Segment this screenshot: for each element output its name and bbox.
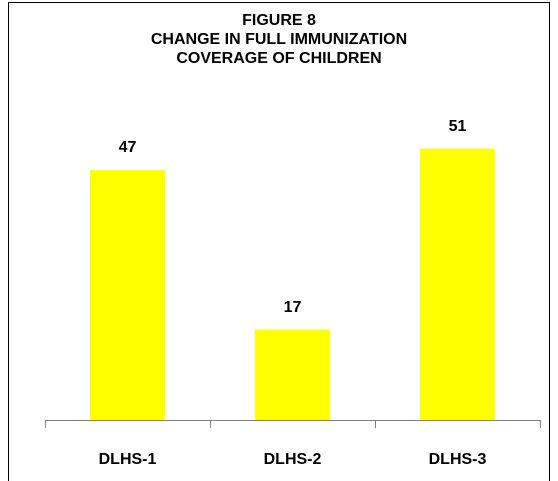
x-tick-label: DLHS-3	[429, 451, 487, 468]
bar	[420, 148, 495, 420]
data-label: 17	[284, 299, 302, 316]
data-label: 47	[119, 139, 137, 156]
bar	[90, 169, 165, 420]
data-label: 51	[449, 118, 467, 135]
chart-title: FIGURE 8	[242, 12, 316, 29]
chart-title: CHANGE IN FULL IMMUNIZATION	[151, 31, 407, 48]
bar	[255, 329, 330, 420]
x-tick-label: DLHS-1	[99, 451, 157, 468]
x-tick-label: DLHS-2	[264, 451, 322, 468]
chart-title: COVERAGE OF CHILDREN	[176, 50, 381, 67]
